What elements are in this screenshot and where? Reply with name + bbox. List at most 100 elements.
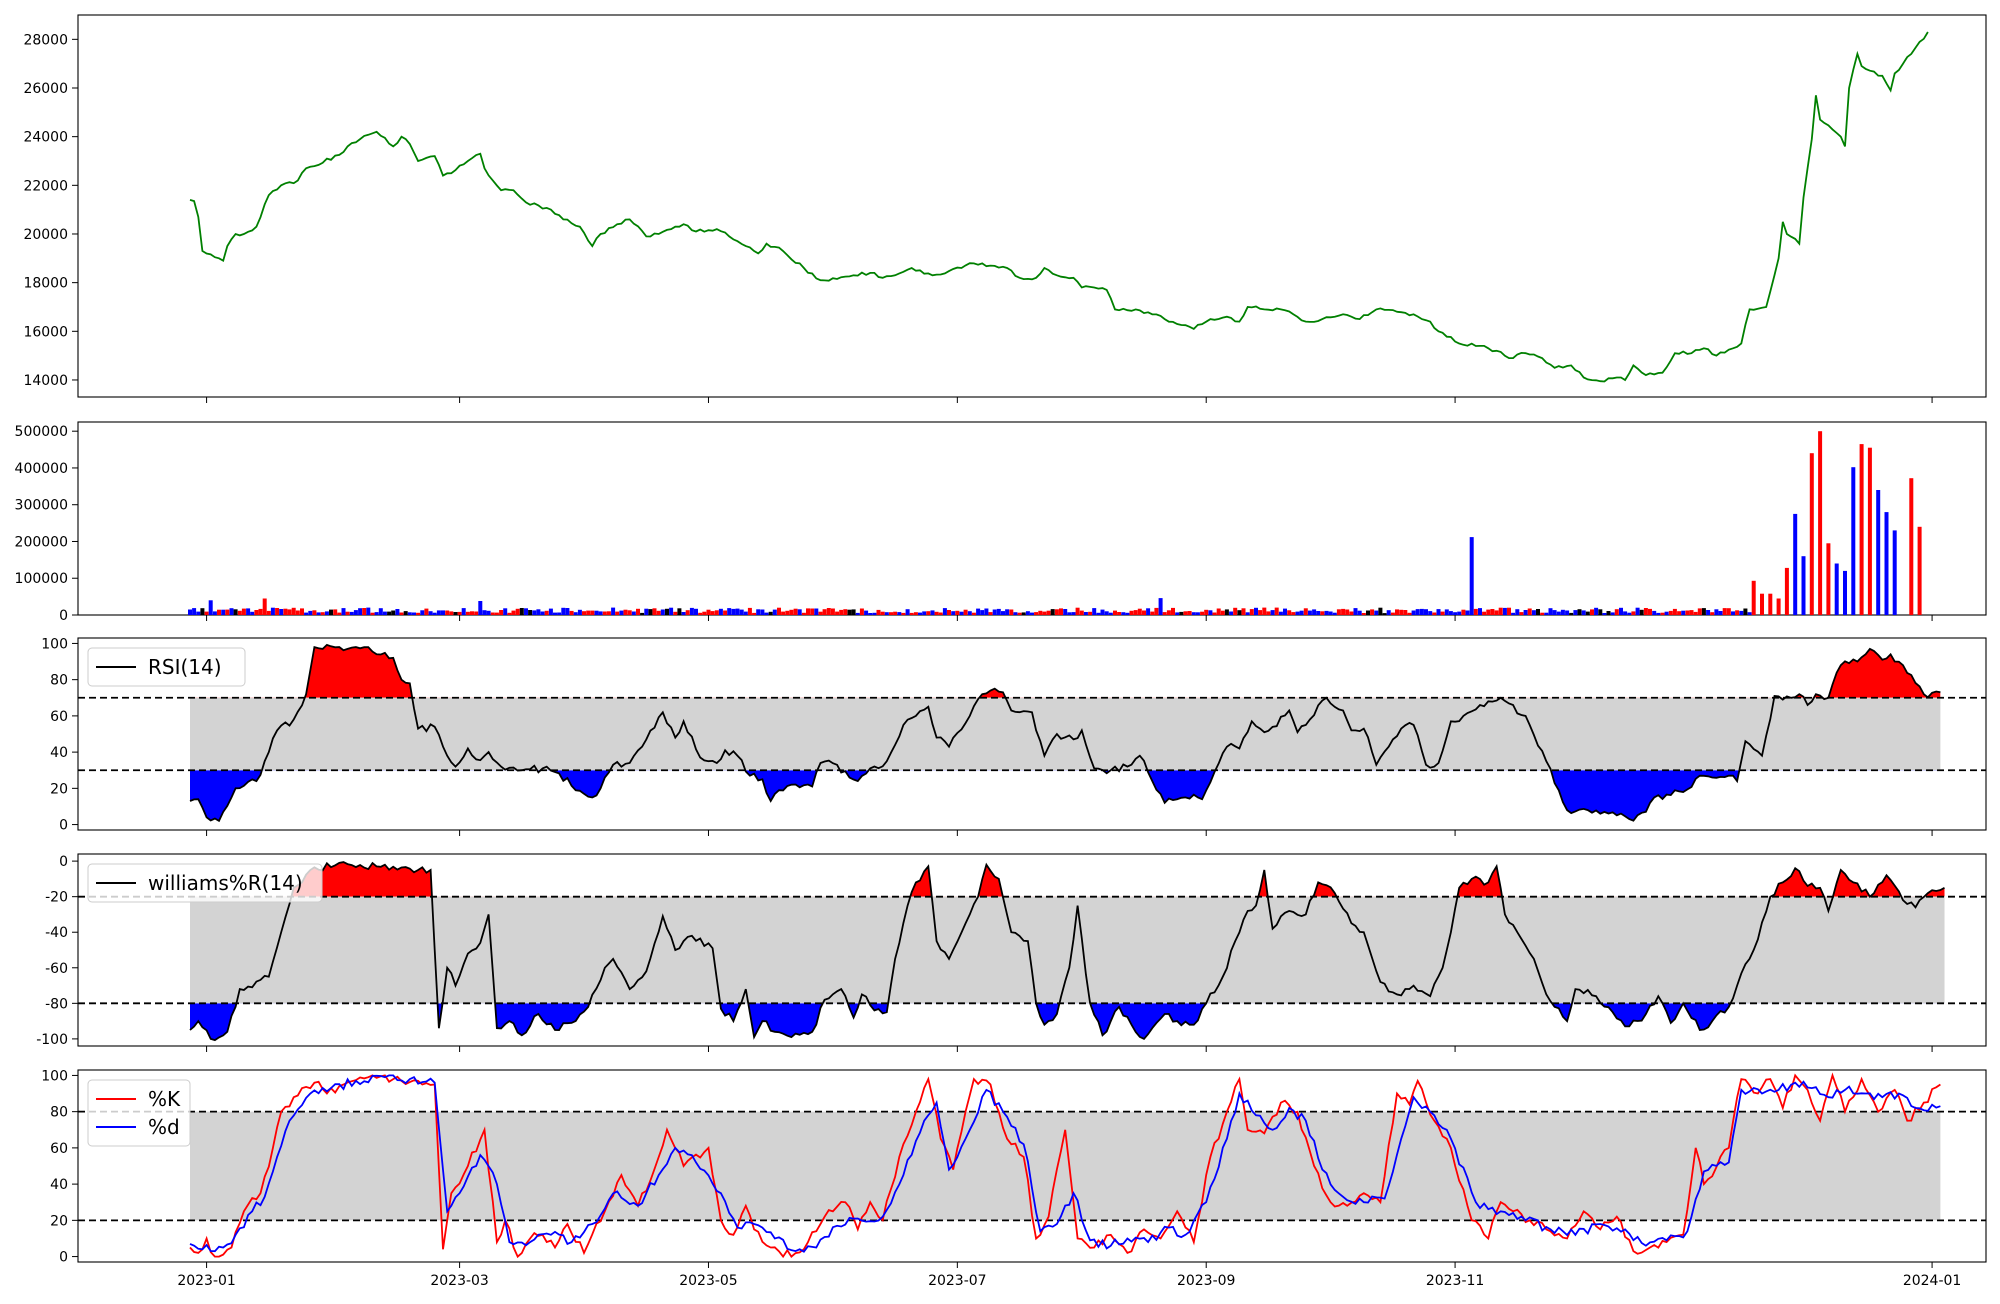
volume-bar (445, 610, 450, 615)
volume-bar (1677, 611, 1682, 615)
volume-bar (1565, 610, 1570, 615)
volume-bar (1560, 609, 1565, 615)
volume-bar (1320, 611, 1325, 615)
volume-bar (1523, 610, 1528, 615)
volume-bar (1548, 608, 1553, 615)
volume-bar (1216, 608, 1221, 615)
volume-bar (810, 608, 815, 615)
volume-bar (623, 609, 628, 615)
volume-bar (1581, 610, 1586, 615)
volume-bar (1851, 467, 1856, 615)
volume-bar (839, 609, 844, 615)
volume-bar (1884, 512, 1889, 615)
volume-bar (1843, 570, 1847, 615)
volume-bar (669, 607, 674, 615)
volume-bar (1191, 612, 1196, 615)
volume-bar (1021, 612, 1026, 615)
panel-1-ytick-label: 14000 (23, 373, 68, 389)
volume-bar (1125, 612, 1130, 615)
volume-bar (752, 612, 757, 615)
volume-bar (1760, 593, 1764, 615)
volume-bar (1050, 609, 1055, 615)
volume-bar (1249, 609, 1254, 615)
volume-bar (565, 608, 570, 615)
volume-bar (461, 608, 466, 615)
volume-bar (494, 612, 499, 615)
volume-bar (1150, 611, 1155, 615)
volume-bar (1631, 611, 1636, 615)
volume-bar (1776, 598, 1781, 615)
panel-1-ytick-label: 18000 (23, 276, 68, 292)
volume-bar (478, 601, 483, 615)
volume-bar (353, 610, 358, 615)
xtick-label: 2023-05 (679, 1273, 738, 1289)
volume-bar (569, 610, 574, 615)
xtick-label: 2023-07 (928, 1273, 987, 1289)
volume-bar (648, 609, 653, 615)
volume-bar (801, 612, 806, 615)
volume-bar (1187, 611, 1192, 615)
volume-bar (1726, 608, 1731, 615)
volume-bar (1859, 444, 1864, 615)
volume-bar (1731, 611, 1735, 615)
volume-bar (876, 609, 881, 615)
volume-bar (279, 609, 284, 615)
volume-bar (1332, 612, 1337, 615)
volume-bar (1229, 611, 1234, 615)
volume-bar (1602, 613, 1607, 615)
volume-bar (594, 610, 599, 615)
panel-5-ytick-label: 80 (50, 1105, 68, 1121)
volume-bar (1142, 610, 1146, 615)
volume-bars (188, 431, 1922, 615)
volume-bar (1473, 608, 1478, 615)
volume-bar (619, 610, 624, 615)
volume-bar (1573, 610, 1578, 615)
volume-bar (1619, 607, 1623, 615)
volume-bar (1436, 609, 1441, 615)
panel-3-ytick-label: 20 (50, 781, 68, 797)
overbought-fill (291, 862, 1945, 897)
volume-bar (403, 611, 408, 615)
panel-2-frame (77, 421, 1987, 616)
volume-bar (374, 612, 379, 615)
volume-bar (1515, 609, 1520, 615)
volume-bar (1681, 610, 1686, 615)
volume-bar (1175, 612, 1180, 615)
volume-bar (395, 609, 400, 615)
volume-bar (615, 611, 620, 615)
volume-bar (320, 612, 325, 615)
panel-3-frame (77, 637, 1987, 831)
indicator-line (189, 861, 1945, 1042)
volume-bar (241, 608, 246, 615)
volume-bar (499, 610, 504, 615)
volume-bar (221, 609, 226, 615)
volume-bar (1009, 609, 1014, 615)
panel-2-ytick-label: 300000 (15, 498, 68, 514)
volume-bar (1585, 611, 1590, 615)
volume-bar (1287, 610, 1292, 615)
volume-bar (577, 609, 582, 615)
volume-bar (1486, 609, 1491, 615)
volume-bar (606, 611, 611, 615)
panel-4-ytick-label: -20 (45, 890, 68, 906)
volume-bar (1220, 610, 1225, 615)
volume-bar (988, 612, 993, 615)
volume-bar (723, 610, 728, 615)
volume-bar (1527, 608, 1532, 615)
volume-bar (378, 608, 383, 615)
volume-bar (909, 612, 914, 615)
volume-bar (1419, 608, 1424, 615)
panel-3-ytick-label: 0 (59, 818, 68, 834)
panel-1-ytick-label: 16000 (23, 324, 68, 340)
volume-bar (1378, 607, 1383, 615)
volume-bar (548, 608, 553, 615)
panel-4-ytick-label: -80 (45, 996, 68, 1012)
volume-bar (1461, 609, 1466, 615)
volume-bar (665, 608, 669, 615)
volume-bar (1818, 431, 1823, 615)
volume-bar (1689, 610, 1694, 615)
volume-bar (233, 609, 238, 615)
volume-bar (1291, 612, 1296, 615)
volume-bar (963, 609, 968, 615)
volume-bar (486, 610, 491, 615)
